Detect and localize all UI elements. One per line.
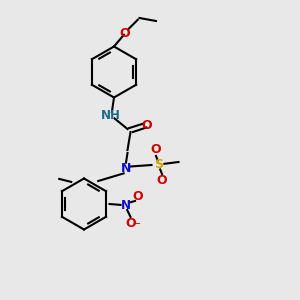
Text: O: O <box>125 217 136 230</box>
Text: O: O <box>151 143 161 156</box>
Text: O: O <box>133 190 143 203</box>
Text: O: O <box>142 119 152 133</box>
Text: −: − <box>133 218 141 229</box>
Text: NH: NH <box>101 109 121 122</box>
Text: N: N <box>121 161 131 175</box>
Text: O: O <box>157 174 167 187</box>
Text: O: O <box>119 26 130 40</box>
Text: S: S <box>154 158 164 172</box>
Text: N: N <box>121 199 131 212</box>
